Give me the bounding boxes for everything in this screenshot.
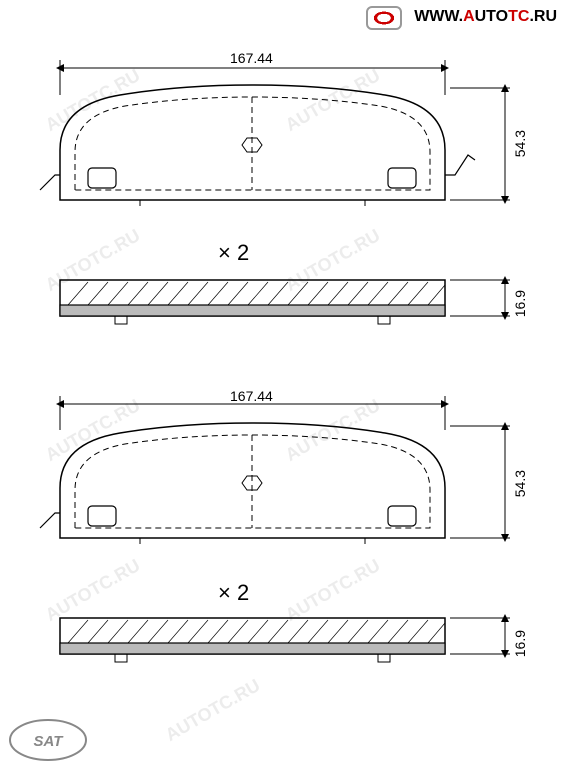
brake-pad-side-1 — [60, 280, 445, 324]
sat-logo-icon: SAT — [10, 720, 86, 760]
brake-pad-side-2 — [60, 618, 445, 662]
technical-drawing: SAT — [0, 0, 577, 768]
brake-pad-front-1 — [40, 85, 475, 206]
brake-pad-front-2 — [40, 423, 445, 544]
svg-text:SAT: SAT — [34, 733, 65, 750]
